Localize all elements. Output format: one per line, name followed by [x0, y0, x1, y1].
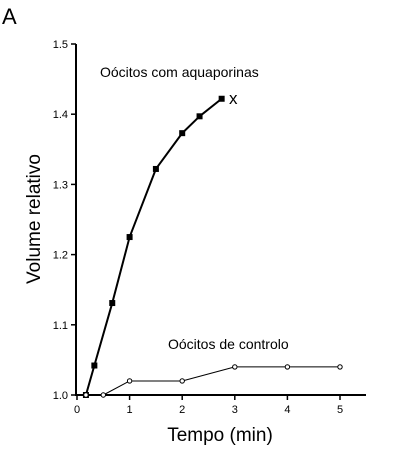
y-tick-label: 1.4	[53, 109, 68, 121]
data-point-1	[100, 392, 107, 398]
x-tick-label: 1	[127, 404, 133, 416]
data-point-1	[179, 378, 185, 384]
data-point-0	[152, 165, 159, 172]
data-point-1	[126, 378, 133, 384]
series-label-aquaporinas: Oócitos com aquaporinas	[100, 64, 259, 80]
y-tick-label: 1.0	[53, 390, 68, 402]
y-tick-label: 1.5	[53, 39, 68, 51]
x-tick-label: 3	[232, 404, 238, 416]
data-point-0	[218, 95, 225, 102]
data-point-0	[126, 234, 133, 241]
data-point-0	[196, 113, 203, 120]
series	[82, 95, 343, 398]
data-point-0	[179, 130, 186, 137]
x-axis-title: Tempo (min)	[167, 425, 273, 446]
data-point-1	[284, 364, 291, 370]
y-tick-label: 1.3	[53, 179, 68, 191]
panel-label: A	[2, 4, 17, 29]
data-point-1	[83, 392, 89, 398]
series-label-controlo: Oócitos de controlo	[168, 336, 289, 352]
x-tick-label: 4	[284, 404, 290, 416]
y-axis-title: Volume relativo	[24, 154, 45, 284]
x-tick-label: 5	[337, 404, 343, 416]
ticks: 0 1 2 3 4 5 1.0 1.1 1.2 1.3 1.4 1.5	[53, 39, 343, 416]
axes	[75, 44, 366, 396]
annotation-x: x	[229, 89, 238, 108]
x-tick-label: 0	[74, 404, 80, 416]
x-tick-label: 2	[179, 404, 185, 416]
data-point-1	[337, 364, 343, 370]
y-tick-label: 1.1	[53, 320, 68, 332]
y-tick-label: 1.2	[53, 250, 68, 262]
data-point-0	[109, 300, 116, 307]
data-point-0	[91, 362, 98, 369]
series-line-1	[85, 366, 340, 396]
data-point-1	[232, 364, 238, 370]
